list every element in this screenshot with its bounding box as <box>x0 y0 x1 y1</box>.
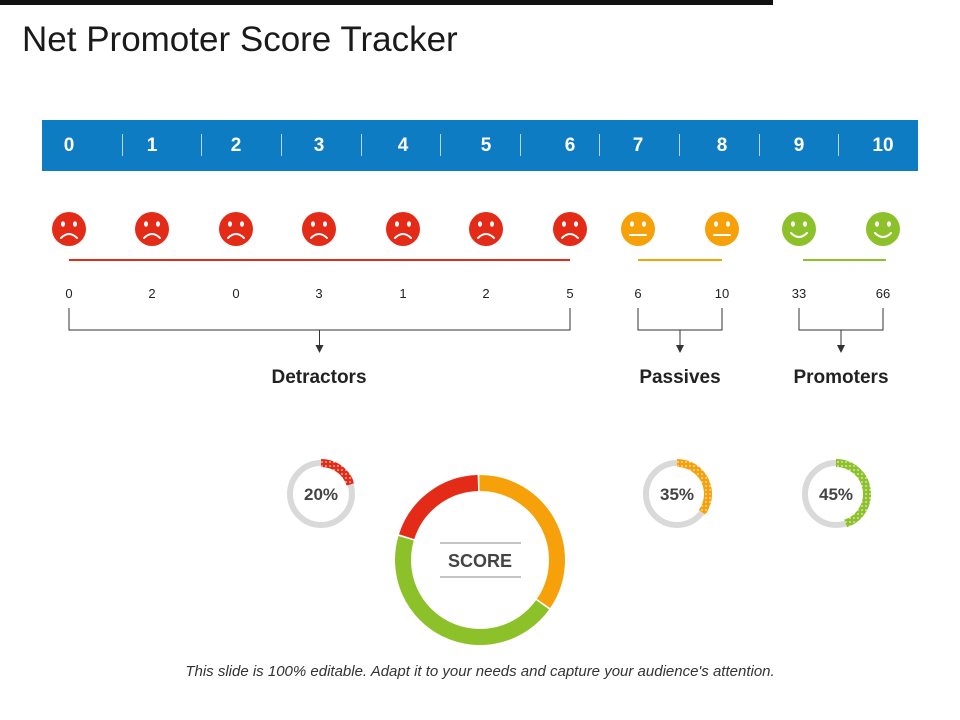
scale-number: 9 <box>793 135 805 156</box>
passives-label: Passives <box>639 367 720 388</box>
passives-bracket <box>637 308 723 353</box>
promoters-percent-label: 45% <box>819 485 853 504</box>
scale-number: 3 <box>313 135 325 156</box>
response-count: 10 <box>715 286 729 301</box>
happy-face-icon <box>782 212 816 246</box>
scale-separator <box>201 134 202 156</box>
scale-separator <box>679 134 680 156</box>
scale-separator <box>520 134 521 156</box>
scale-number: 4 <box>397 135 409 156</box>
passives-percent-label: 35% <box>660 485 694 504</box>
response-count: 0 <box>232 286 239 301</box>
scale-number: 10 <box>872 135 894 156</box>
footer-note: This slide is 100% editable. Adapt it to… <box>185 663 775 680</box>
passives-segment <box>479 474 565 609</box>
detractors-label: Detractors <box>271 367 366 388</box>
sad-face-icon <box>219 212 253 246</box>
response-count: 66 <box>876 286 890 301</box>
scale-separator <box>281 134 282 156</box>
sad-face-icon <box>386 212 420 246</box>
promoters-segment <box>395 536 550 645</box>
sad-face-icon <box>52 212 86 246</box>
detractors-bracket <box>68 308 571 353</box>
sad-face-icon <box>469 212 503 246</box>
scale-number: 0 <box>63 135 75 156</box>
response-count: 6 <box>634 286 641 301</box>
promoters-bracket <box>798 308 884 353</box>
sad-face-icon <box>135 212 169 246</box>
scale-number: 1 <box>146 135 158 156</box>
happy-face-icon <box>866 212 900 246</box>
detractors-percent-ring: 20% <box>287 459 355 528</box>
score-donut: SCORE <box>395 474 565 645</box>
score-label: SCORE <box>448 551 512 571</box>
scale-number: 8 <box>716 135 728 156</box>
scale-number: 2 <box>230 135 242 156</box>
scale-separator <box>361 134 362 156</box>
passives-percent-ring: 35% <box>643 459 712 528</box>
scale-number: 5 <box>480 135 492 156</box>
response-count: 1 <box>399 286 406 301</box>
scale-number: 6 <box>564 135 576 156</box>
promoters-label: Promoters <box>793 367 888 388</box>
scale-separator <box>838 134 839 156</box>
page-title: Net Promoter Score Tracker <box>22 20 458 59</box>
score-scale-bar: 0 1 2 3 4 5 6 7 8 9 10 <box>42 120 918 171</box>
scale-separator <box>599 134 600 156</box>
response-count: 3 <box>315 286 322 301</box>
response-count: 33 <box>792 286 806 301</box>
detractors-percent-label: 20% <box>304 485 338 504</box>
response-count: 2 <box>148 286 155 301</box>
neutral-face-icon <box>705 212 739 246</box>
detractors-segment <box>398 475 479 540</box>
scale-separator <box>440 134 441 156</box>
sad-face-icon <box>302 212 336 246</box>
scale-separator <box>759 134 760 156</box>
scale-separator <box>122 134 123 156</box>
top-accent-bar <box>0 0 773 5</box>
neutral-face-icon <box>621 212 655 246</box>
scale-number: 7 <box>632 135 644 156</box>
sad-face-icon <box>553 212 587 246</box>
response-count: 0 <box>65 286 72 301</box>
response-count: 2 <box>482 286 489 301</box>
promoters-percent-ring: 45% <box>802 459 871 528</box>
response-count: 5 <box>566 286 573 301</box>
